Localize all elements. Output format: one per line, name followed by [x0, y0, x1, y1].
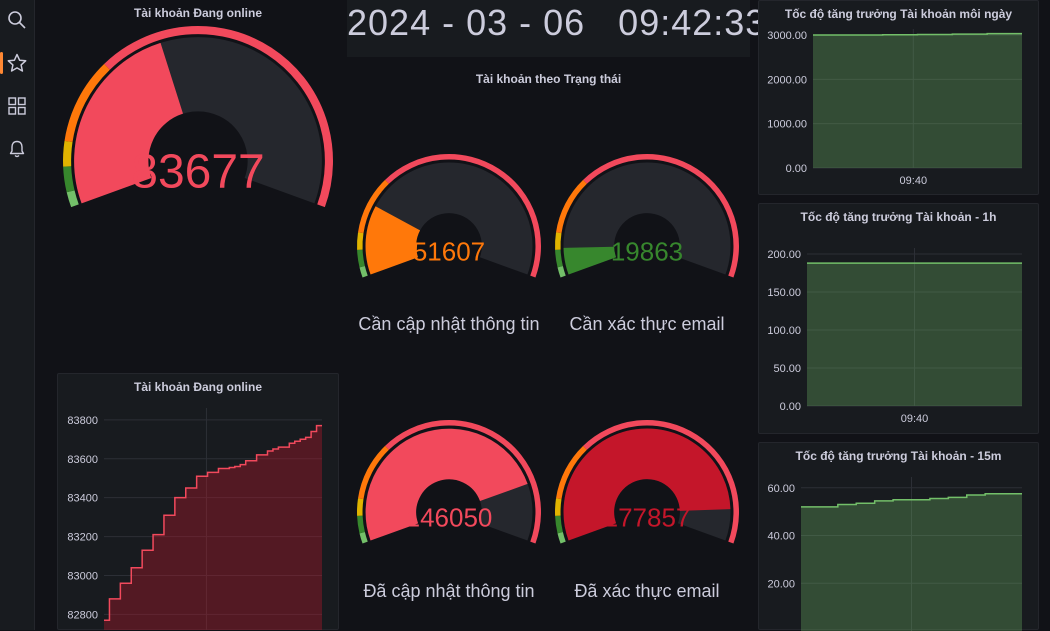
m15-growth-graph: 60.00 40.00 20.00 [767, 477, 1022, 631]
gauge-value-arc [74, 42, 185, 204]
daily-growth-graph: 3000.00 2000.00 1000.00 0.00 09:40 [767, 29, 1022, 187]
gauge-threshold-band [555, 249, 563, 268]
gauge-threshold-band [359, 532, 368, 544]
series-line [813, 32, 1022, 36]
y-tick-label: 83800 [67, 415, 98, 427]
panel-title: Tốc độ tăng trưởng Tài khoản - 1h [800, 210, 997, 224]
gauge-value-arc [563, 245, 617, 275]
online-graph-panel: Tài khoản Đang online 83800 83600 83400 832… [57, 373, 339, 630]
y-tick-label: 0.00 [786, 163, 807, 175]
gauge-threshold-band [357, 249, 365, 268]
gauge-threshold-band [63, 166, 75, 193]
sidebar [0, 0, 35, 630]
gauge-threshold-band [358, 445, 389, 500]
y-tick-label: 2000.00 [767, 74, 807, 86]
gauge-threshold-band [555, 232, 562, 250]
y-tick-label: 0.00 [780, 401, 801, 413]
gauge-value-arc [563, 428, 731, 541]
hourly-growth-panel: Tốc độ tăng trưởng Tài khoản - 1h 200.00… [758, 203, 1039, 434]
clock-display: 2024 - 03 - 06 09:42:33 [347, 2, 765, 44]
gauge-threshold-band [556, 179, 587, 234]
gauge-need-update: 51607 [357, 154, 541, 278]
gauge-threshold-band [557, 532, 566, 544]
gauge-value: 146050 [406, 502, 493, 532]
panel-title: Tốc độ tăng trưởng Tài khoản môi ngày [784, 7, 1013, 21]
gauge-threshold-band [357, 515, 365, 534]
gauge-threshold-band [555, 515, 563, 534]
x-tick-label: 09:40 [901, 413, 929, 425]
star-icon[interactable] [7, 53, 27, 73]
online-gauge: 83677 [62, 26, 333, 208]
gauge-threshold-band [583, 420, 739, 544]
search-icon[interactable] [7, 10, 27, 30]
gauge-label-need-update: Cần cập nhật thông tin [358, 314, 540, 334]
gauge-threshold-band [555, 498, 562, 516]
series-area [807, 263, 1022, 406]
online-gauge-panel: Tài khoản Đang online 83677 [57, 0, 339, 330]
gauge-value-arc [365, 428, 528, 541]
series-area [104, 425, 322, 630]
gauge-label-need-verify: Cần xác thực email [569, 314, 725, 334]
gauge-threshold-band [556, 445, 587, 500]
series-line [104, 424, 322, 622]
y-tick-label: 3000.00 [767, 30, 807, 42]
gauge-value: 19863 [611, 236, 683, 266]
y-tick-label: 83400 [67, 493, 98, 505]
gauge-threshold-band [104, 26, 333, 208]
clock-time: 09:42:33 [618, 2, 767, 43]
gauge-label-updated: Đã cập nhật thông tin [363, 581, 535, 601]
gauge-threshold-band [385, 420, 541, 544]
gauge-need-verify: 19863 [555, 154, 739, 278]
panel-title: Tài khoản theo Trạng thái [475, 72, 622, 86]
gauge-threshold-band [358, 179, 389, 234]
y-tick-label: 83200 [67, 532, 98, 544]
x-tick-label: 09:40 [900, 175, 928, 187]
series-area [801, 493, 1022, 631]
panel-title: Tài khoản Đang online [133, 380, 262, 394]
y-tick-label: 82800 [67, 609, 98, 621]
clock-panel: 2024 - 03 - 06 09:42:33 [347, 0, 765, 57]
gauge-value: 83677 [131, 145, 264, 198]
panel-title: Tốc độ tăng trưởng Tài khoản - 15m [795, 449, 1002, 463]
y-tick-label: 100.00 [767, 325, 801, 337]
gauge-label-verified: Đã xác thực email [574, 581, 720, 601]
series-line [801, 492, 1022, 508]
active-indicator [0, 52, 3, 74]
alerting-bell-icon[interactable] [7, 139, 27, 159]
y-tick-label: 83600 [67, 454, 98, 466]
gauge-threshold-band [64, 63, 110, 143]
y-tick-label: 200.00 [767, 249, 801, 261]
hourly-growth-graph: 200.00 150.00 100.00 50.00 0.00 09:40 [767, 248, 1022, 425]
gauge-track [563, 162, 731, 275]
y-tick-label: 1000.00 [767, 119, 807, 131]
gauge-value-arc [365, 206, 421, 275]
panel-title: Tài khoản Đang online [133, 6, 262, 20]
m15-growth-panel: Tốc độ tăng trưởng Tài khoản - 15m 60.00… [758, 442, 1039, 631]
gauge-threshold-band [357, 498, 364, 516]
gauge-threshold-band [583, 154, 739, 278]
gauge-updated: 146050 [357, 420, 541, 544]
online-graph: 83800 83600 83400 83200 83000 82800 [67, 408, 322, 630]
y-tick-label: 60.00 [767, 483, 795, 495]
y-tick-label: 20.00 [767, 578, 795, 590]
gauge-threshold-band [357, 232, 364, 250]
dashboards-icon[interactable] [7, 96, 27, 116]
gauge-threshold-band [62, 140, 73, 167]
series-area [813, 33, 1022, 168]
y-tick-label: 40.00 [767, 531, 795, 543]
y-tick-label: 83000 [67, 571, 98, 583]
gauge-threshold-band [66, 190, 79, 208]
clock-date: 2024 - 03 - 06 [347, 2, 586, 43]
gauge-threshold-band [385, 154, 541, 278]
gauge-verified: 177857 [555, 420, 739, 544]
gauge-threshold-band [557, 266, 566, 278]
daily-growth-panel: Tốc độ tăng trưởng Tài khoản môi ngày 30… [758, 0, 1039, 195]
gauge-value: 51607 [413, 236, 485, 266]
gauge-value: 177857 [604, 502, 691, 532]
status-panel: Tài khoản theo Trạng thái 51607 19863 14… [347, 66, 750, 630]
gauge-threshold-band [359, 266, 368, 278]
y-tick-label: 150.00 [767, 287, 801, 299]
y-tick-label: 50.00 [773, 363, 801, 375]
